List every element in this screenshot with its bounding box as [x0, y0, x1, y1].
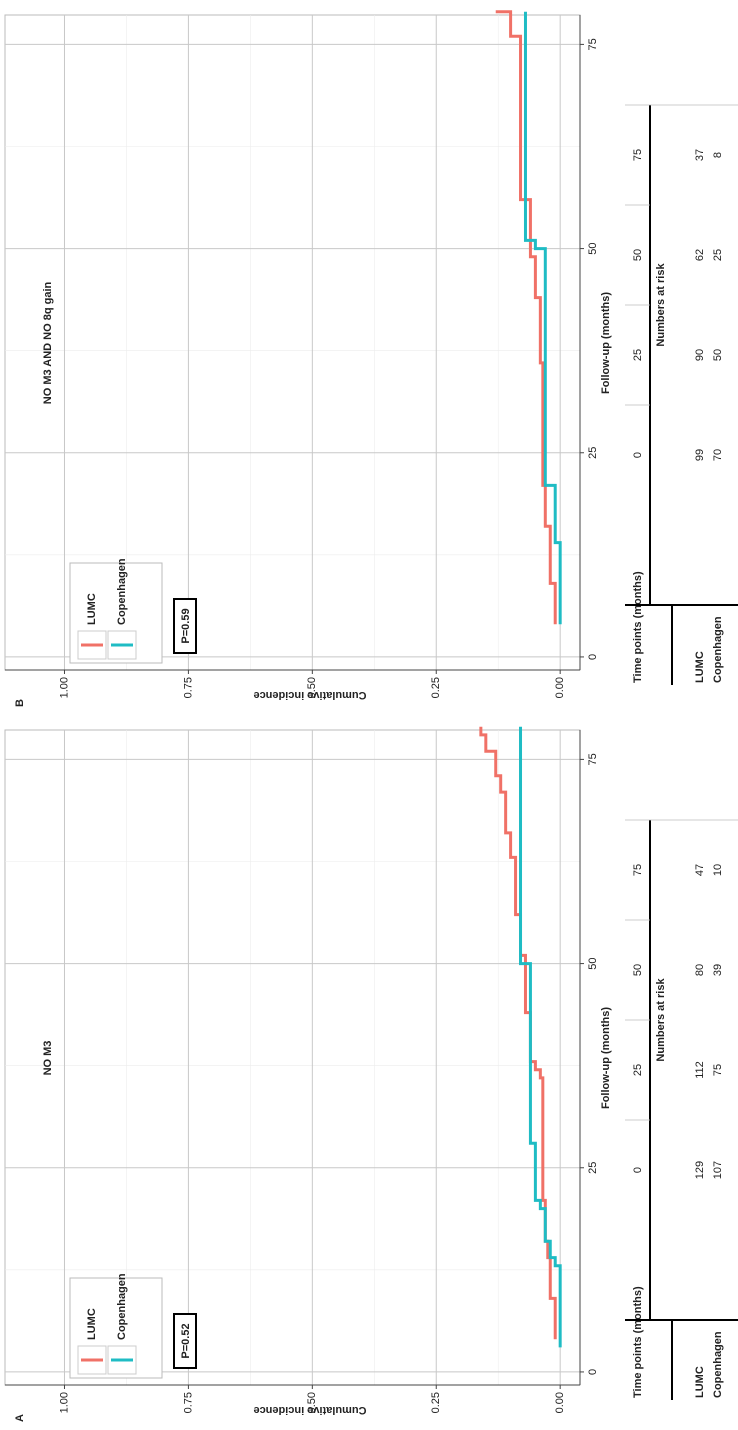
y-tick-label: 0.50 [306, 677, 318, 698]
x-tick-label: 50 [587, 242, 599, 254]
table-time: 50 [632, 964, 644, 976]
y-tick-label: 0.75 [182, 1392, 194, 1413]
table-time: 25 [632, 349, 644, 361]
y-tick-label: 0.00 [554, 1392, 566, 1413]
chart-title: NO M3 [42, 1041, 54, 1076]
table-cell: 112 [694, 1061, 706, 1079]
table-cell: 80 [694, 964, 706, 976]
table-cell: 25 [712, 249, 724, 261]
chart-title: NO M3 AND NO 8q gain [42, 282, 54, 405]
table-cell: 39 [712, 964, 724, 976]
legend-label: LUMC [86, 593, 98, 625]
table-row-label: Copenhagen [712, 1331, 724, 1398]
legend-label: Copenhagen [116, 1273, 128, 1340]
y-tick-label: 0.75 [182, 677, 194, 698]
y-tick-label: 1.00 [58, 1392, 70, 1413]
y-axis-title: Cumulative incidence [253, 1404, 366, 1416]
table-time: 0 [632, 1167, 644, 1173]
p-value: P=0.59 [180, 608, 192, 643]
panel-letter: B [14, 699, 26, 707]
table-cell: 62 [694, 249, 706, 261]
table-cell: 75 [712, 1064, 724, 1076]
y-tick-label: 1.00 [58, 677, 70, 698]
y-axis-title: Cumulative incidence [253, 689, 366, 701]
x-tick-label: 75 [587, 38, 599, 50]
table-time: 75 [632, 864, 644, 876]
panel: 0 25 50 75 0.00 0.25 0.50 0.75 1.00 LUMC Copenhage… [4, 10, 738, 707]
table-cell: 37 [694, 149, 706, 161]
table-subheader: Numbers at risk [655, 263, 667, 347]
table-time: 75 [632, 149, 644, 161]
x-axis-title: Follow-up (months) [600, 1007, 612, 1109]
y-tick-label: 0.25 [430, 677, 442, 698]
legend-label: LUMC [86, 1308, 98, 1340]
table-cell: 70 [712, 449, 724, 461]
table-cell: 8 [712, 152, 724, 158]
table-cell: 99 [694, 449, 706, 461]
x-tick-label: 50 [587, 957, 599, 969]
table-cell: 90 [694, 349, 706, 361]
table-row-label: Copenhagen [712, 616, 724, 683]
p-value: P=0.52 [180, 1323, 192, 1358]
panel-letter: A [14, 1414, 26, 1422]
p-value-box [173, 1313, 197, 1369]
y-tick-label: 0.25 [430, 1392, 442, 1413]
table-cell: 10 [712, 864, 724, 876]
panel: 0 25 50 75 0.00 0.25 0.50 0.75 1.00 LUMC Copenhage… [4, 726, 738, 1422]
x-tick-label: 0 [587, 654, 599, 660]
x-tick-label: 25 [587, 1162, 599, 1174]
table-time: 25 [632, 1064, 644, 1076]
y-tick-label: 0.50 [306, 1392, 318, 1413]
step-line [495, 10, 557, 625]
x-tick-label: 0 [587, 1369, 599, 1375]
table-cell: 50 [712, 349, 724, 361]
table-time: 50 [632, 249, 644, 261]
table-row-label: LUMC [694, 1366, 706, 1398]
table-cell: 107 [712, 1161, 724, 1179]
step-line [519, 726, 562, 1348]
table-subheader: Numbers at risk [655, 978, 667, 1062]
rotated-figure: 0 25 50 75 0.00 0.25 0.50 0.75 1.00 LUMC Copenhage… [4, 10, 738, 1422]
table-cell: 47 [694, 864, 706, 876]
legend-label: Copenhagen [116, 558, 128, 625]
table-header: Time points (months) [632, 571, 644, 683]
x-axis-title: Follow-up (months) [600, 292, 612, 394]
table-time: 0 [632, 452, 644, 458]
p-value-box [173, 598, 197, 654]
table-row-label: LUMC [694, 651, 706, 683]
y-tick-label: 0.00 [554, 677, 566, 698]
x-tick-label: 75 [587, 753, 599, 765]
table-cell: 129 [694, 1161, 706, 1179]
step-line [523, 11, 562, 625]
table-header: Time points (months) [632, 1286, 644, 1398]
x-tick-label: 25 [587, 447, 599, 459]
